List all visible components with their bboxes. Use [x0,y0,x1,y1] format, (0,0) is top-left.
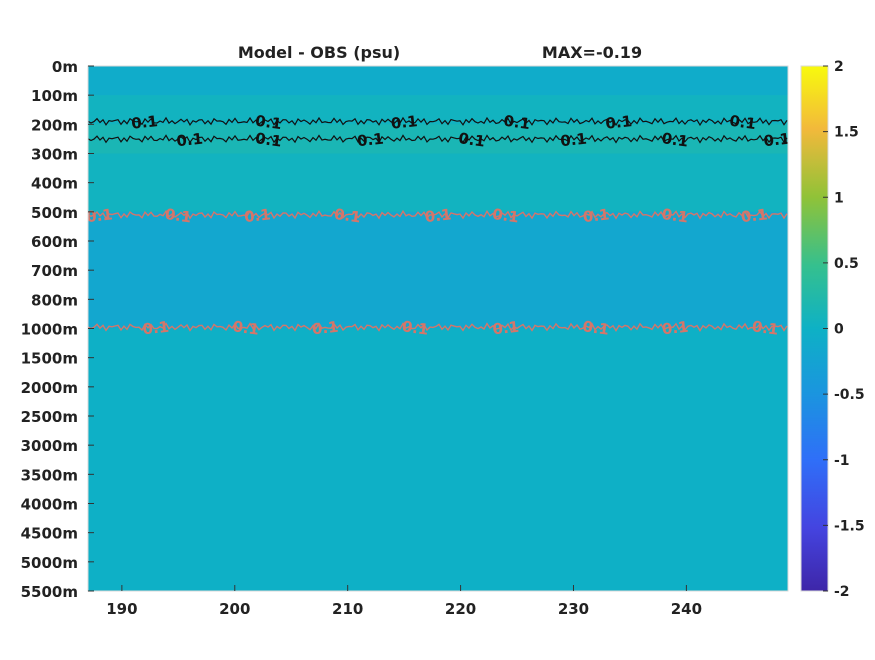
contour-label: 0.1 [582,205,610,226]
x-tick-label: 190 [106,600,137,618]
y-tick-label: 300m [31,146,78,164]
contour-label: 0.1 [232,317,261,339]
contour-label: 0.1 [582,317,611,339]
y-tick-label: 600m [31,233,78,251]
contour-label: 0.1 [457,129,486,151]
contour-label: 0.1 [254,112,283,134]
y-axis: 0m 100m 200m 300m 400m 500m 600m 700m 800m 1000m 1… [21,58,94,601]
contour-label: 0.1 [390,112,418,133]
plot-area [88,66,788,591]
y-tick-label: 1500m [21,350,78,368]
contour-label: 0.1 [661,129,690,151]
x-axis: 190 200 210 220 230 240 [106,585,702,618]
contour-line [88,116,788,127]
contour-label: 0.1 [661,318,689,339]
contour-label: 0.1 [401,317,430,339]
y-tick-label: 500m [31,204,78,222]
contour-label: 0.1 [333,205,362,227]
contour-label: 0.1 [311,318,339,339]
colorbar-tick-label: -1.5 [834,518,865,534]
colorbar-tick-label: -2 [834,584,850,600]
contour-label: 0.1 [502,112,531,134]
contour-label: 0.1 [740,205,768,226]
y-tick-label: 3500m [21,466,78,484]
contour-label: 0.1 [142,318,170,339]
y-tick-label: 700m [31,262,78,280]
x-tick-label: 220 [445,600,476,618]
colorbar-ticks: 2 1.5 1 0.5 0 -0.5 -1 -1.5 -2 [823,59,865,600]
y-tick-label: 0m [52,58,78,76]
contour-label: 0.1 [751,317,780,339]
depth-band [88,328,788,591]
contour-label: 0.1 [559,130,587,151]
colorbar-tick-label: 1 [834,190,844,206]
y-tick-label: 1000m [21,321,78,339]
contour-label: 0.1 [728,112,757,134]
chart-subtitle: MAX=-0.19 [542,43,642,62]
contour-label: 0.1 [661,205,690,227]
y-tick-label: 800m [31,291,78,309]
colorbar: 2 1.5 1 0.5 0 -0.5 -1 -1.5 -2 [800,59,865,600]
x-tick-label: 210 [332,600,363,618]
y-tick-label: 2000m [21,379,78,397]
y-tick-label: 5000m [21,554,78,572]
y-tick-label: 400m [31,175,78,193]
contour-label: 0.1 [356,130,384,151]
x-tick-label: 240 [671,600,702,618]
contour-line [88,134,788,144]
contour-label: 0.1 [254,129,283,151]
colorbar-tick-label: 2 [834,59,844,75]
y-tick-label: 100m [31,87,78,105]
contour-line [88,322,788,332]
contour-label: 0.1 [243,205,271,226]
contour-label: 0.1 [85,205,113,226]
depth-band [88,66,788,96]
contour-line [88,209,788,220]
chart-title: Model - OBS (psu) [238,43,400,62]
contour-label: 0.1 [130,112,158,133]
colorbar-tick-label: -0.5 [834,387,865,403]
colorbar-tick-label: -1 [834,453,850,469]
depth-band [88,153,788,213]
y-tick-label: 4000m [21,496,78,514]
colorbar-tick-label: 1.5 [834,125,859,141]
contour-label: 0.1 [176,130,204,151]
y-tick-label: 200m [31,116,78,134]
contour-label: 0.1 [164,205,193,227]
colorbar-tick-label: 0 [834,322,844,338]
y-tick-label: 5500m [21,583,78,601]
y-tick-label: 2500m [21,408,78,426]
contour-label: 0.1 [424,205,452,226]
colorbar-tick-label: 0.5 [834,256,859,272]
y-tick-label: 3000m [21,437,78,455]
contour-label: 0.1 [491,205,520,227]
contour-label: 0.1 [605,112,633,133]
contour-layer: 0.1 0.1 0.1 0.1 0.1 0.10.1 0.1 0.1 0.1 0.1 0.1 0.10… [85,112,791,339]
depth-band [88,211,788,329]
x-tick-label: 230 [558,600,589,618]
x-tick-label: 200 [219,600,250,618]
y-tick-label: 4500m [21,525,78,543]
contour-label: 0.1 [492,318,520,339]
contour-label: 0.1 [763,130,791,151]
